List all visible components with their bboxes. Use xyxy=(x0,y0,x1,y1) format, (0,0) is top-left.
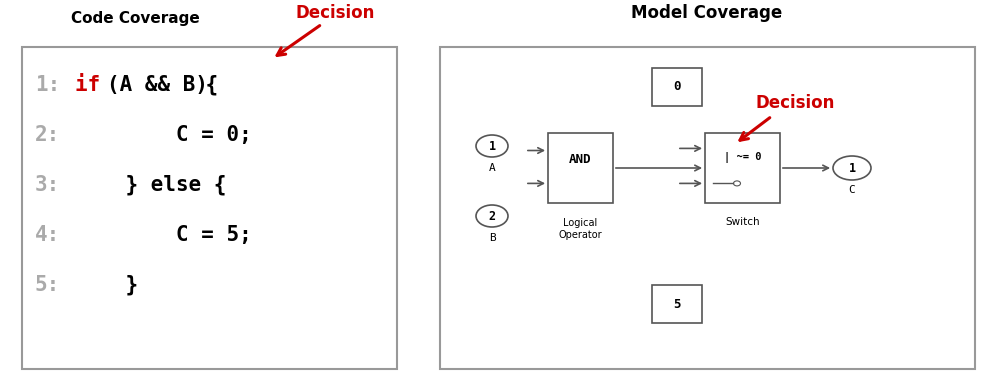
Text: (A && B): (A && B) xyxy=(107,75,209,95)
Text: A: A xyxy=(489,163,496,173)
Text: 3:: 3: xyxy=(35,175,61,195)
Bar xyxy=(440,47,975,369)
Text: Decision: Decision xyxy=(756,94,835,112)
Text: {: { xyxy=(193,75,217,95)
Text: 0: 0 xyxy=(673,80,681,93)
Text: Code Coverage: Code Coverage xyxy=(71,11,200,27)
Text: } else {: } else { xyxy=(75,175,226,195)
Ellipse shape xyxy=(476,135,508,157)
Ellipse shape xyxy=(734,181,741,186)
Bar xyxy=(652,68,702,106)
Bar xyxy=(22,47,397,369)
Text: 5:: 5: xyxy=(35,275,61,295)
Text: if: if xyxy=(75,75,113,95)
Text: 4:: 4: xyxy=(35,225,61,245)
Bar xyxy=(652,285,702,323)
Text: 1: 1 xyxy=(848,162,856,174)
Text: 2: 2 xyxy=(489,210,496,223)
Text: C = 5;: C = 5; xyxy=(75,225,252,245)
Text: }: } xyxy=(75,275,138,295)
Text: 1:: 1: xyxy=(35,75,61,95)
Text: C = 0;: C = 0; xyxy=(75,125,252,145)
Text: | ~= 0: | ~= 0 xyxy=(724,152,762,163)
Ellipse shape xyxy=(833,156,871,180)
Ellipse shape xyxy=(476,205,508,227)
Text: Logical
Operator: Logical Operator xyxy=(559,218,603,240)
Text: Switch: Switch xyxy=(725,217,760,227)
Text: B: B xyxy=(489,233,496,243)
Text: AND: AND xyxy=(569,153,592,166)
Bar xyxy=(705,133,780,203)
Bar xyxy=(548,133,613,203)
Text: Model Coverage: Model Coverage xyxy=(632,4,782,22)
Text: C: C xyxy=(849,185,855,195)
Text: 5: 5 xyxy=(673,298,681,311)
Text: Decision: Decision xyxy=(295,4,374,22)
Text: 1: 1 xyxy=(489,139,496,152)
Text: 2:: 2: xyxy=(35,125,61,145)
